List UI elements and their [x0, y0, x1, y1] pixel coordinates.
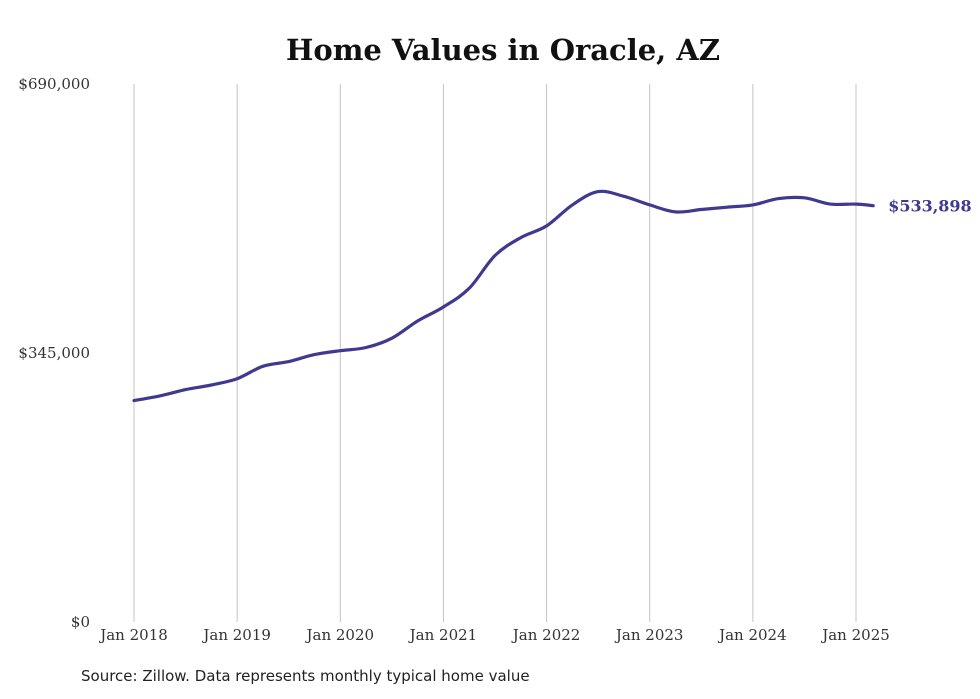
y-tick-label: $345,000: [18, 344, 90, 362]
series-group: $533,898: [132, 189, 972, 403]
chart-title: Home Values in Oracle, AZ: [286, 33, 720, 67]
end-value-label: $533,898: [888, 197, 972, 216]
x-tick-label: Jan 2025: [820, 626, 890, 644]
x-axis-ticks: Jan 2018 Jan 2019 Jan 2020 Jan 2021 Jan 2022…: [98, 626, 890, 644]
x-tick-label: Jan 2018: [98, 626, 168, 644]
y-tick-label: $690,000: [18, 75, 90, 93]
y-axis-ticks: $0 $345,000 $690,000: [18, 75, 90, 631]
x-tick-label: Jan 2019: [201, 626, 271, 644]
x-tick-label: Jan 2024: [717, 626, 787, 644]
x-tick-label: Jan 2021: [408, 626, 478, 644]
y-tick-label: $0: [71, 613, 90, 631]
x-tick-label: Jan 2022: [511, 626, 581, 644]
vertical-gridlines: [133, 84, 857, 622]
x-tick-label: Jan 2023: [614, 626, 684, 644]
source-note: Source: Zillow. Data represents monthly …: [81, 667, 530, 685]
x-tick-label: Jan 2020: [305, 626, 375, 644]
home-value-line: [132, 189, 875, 403]
